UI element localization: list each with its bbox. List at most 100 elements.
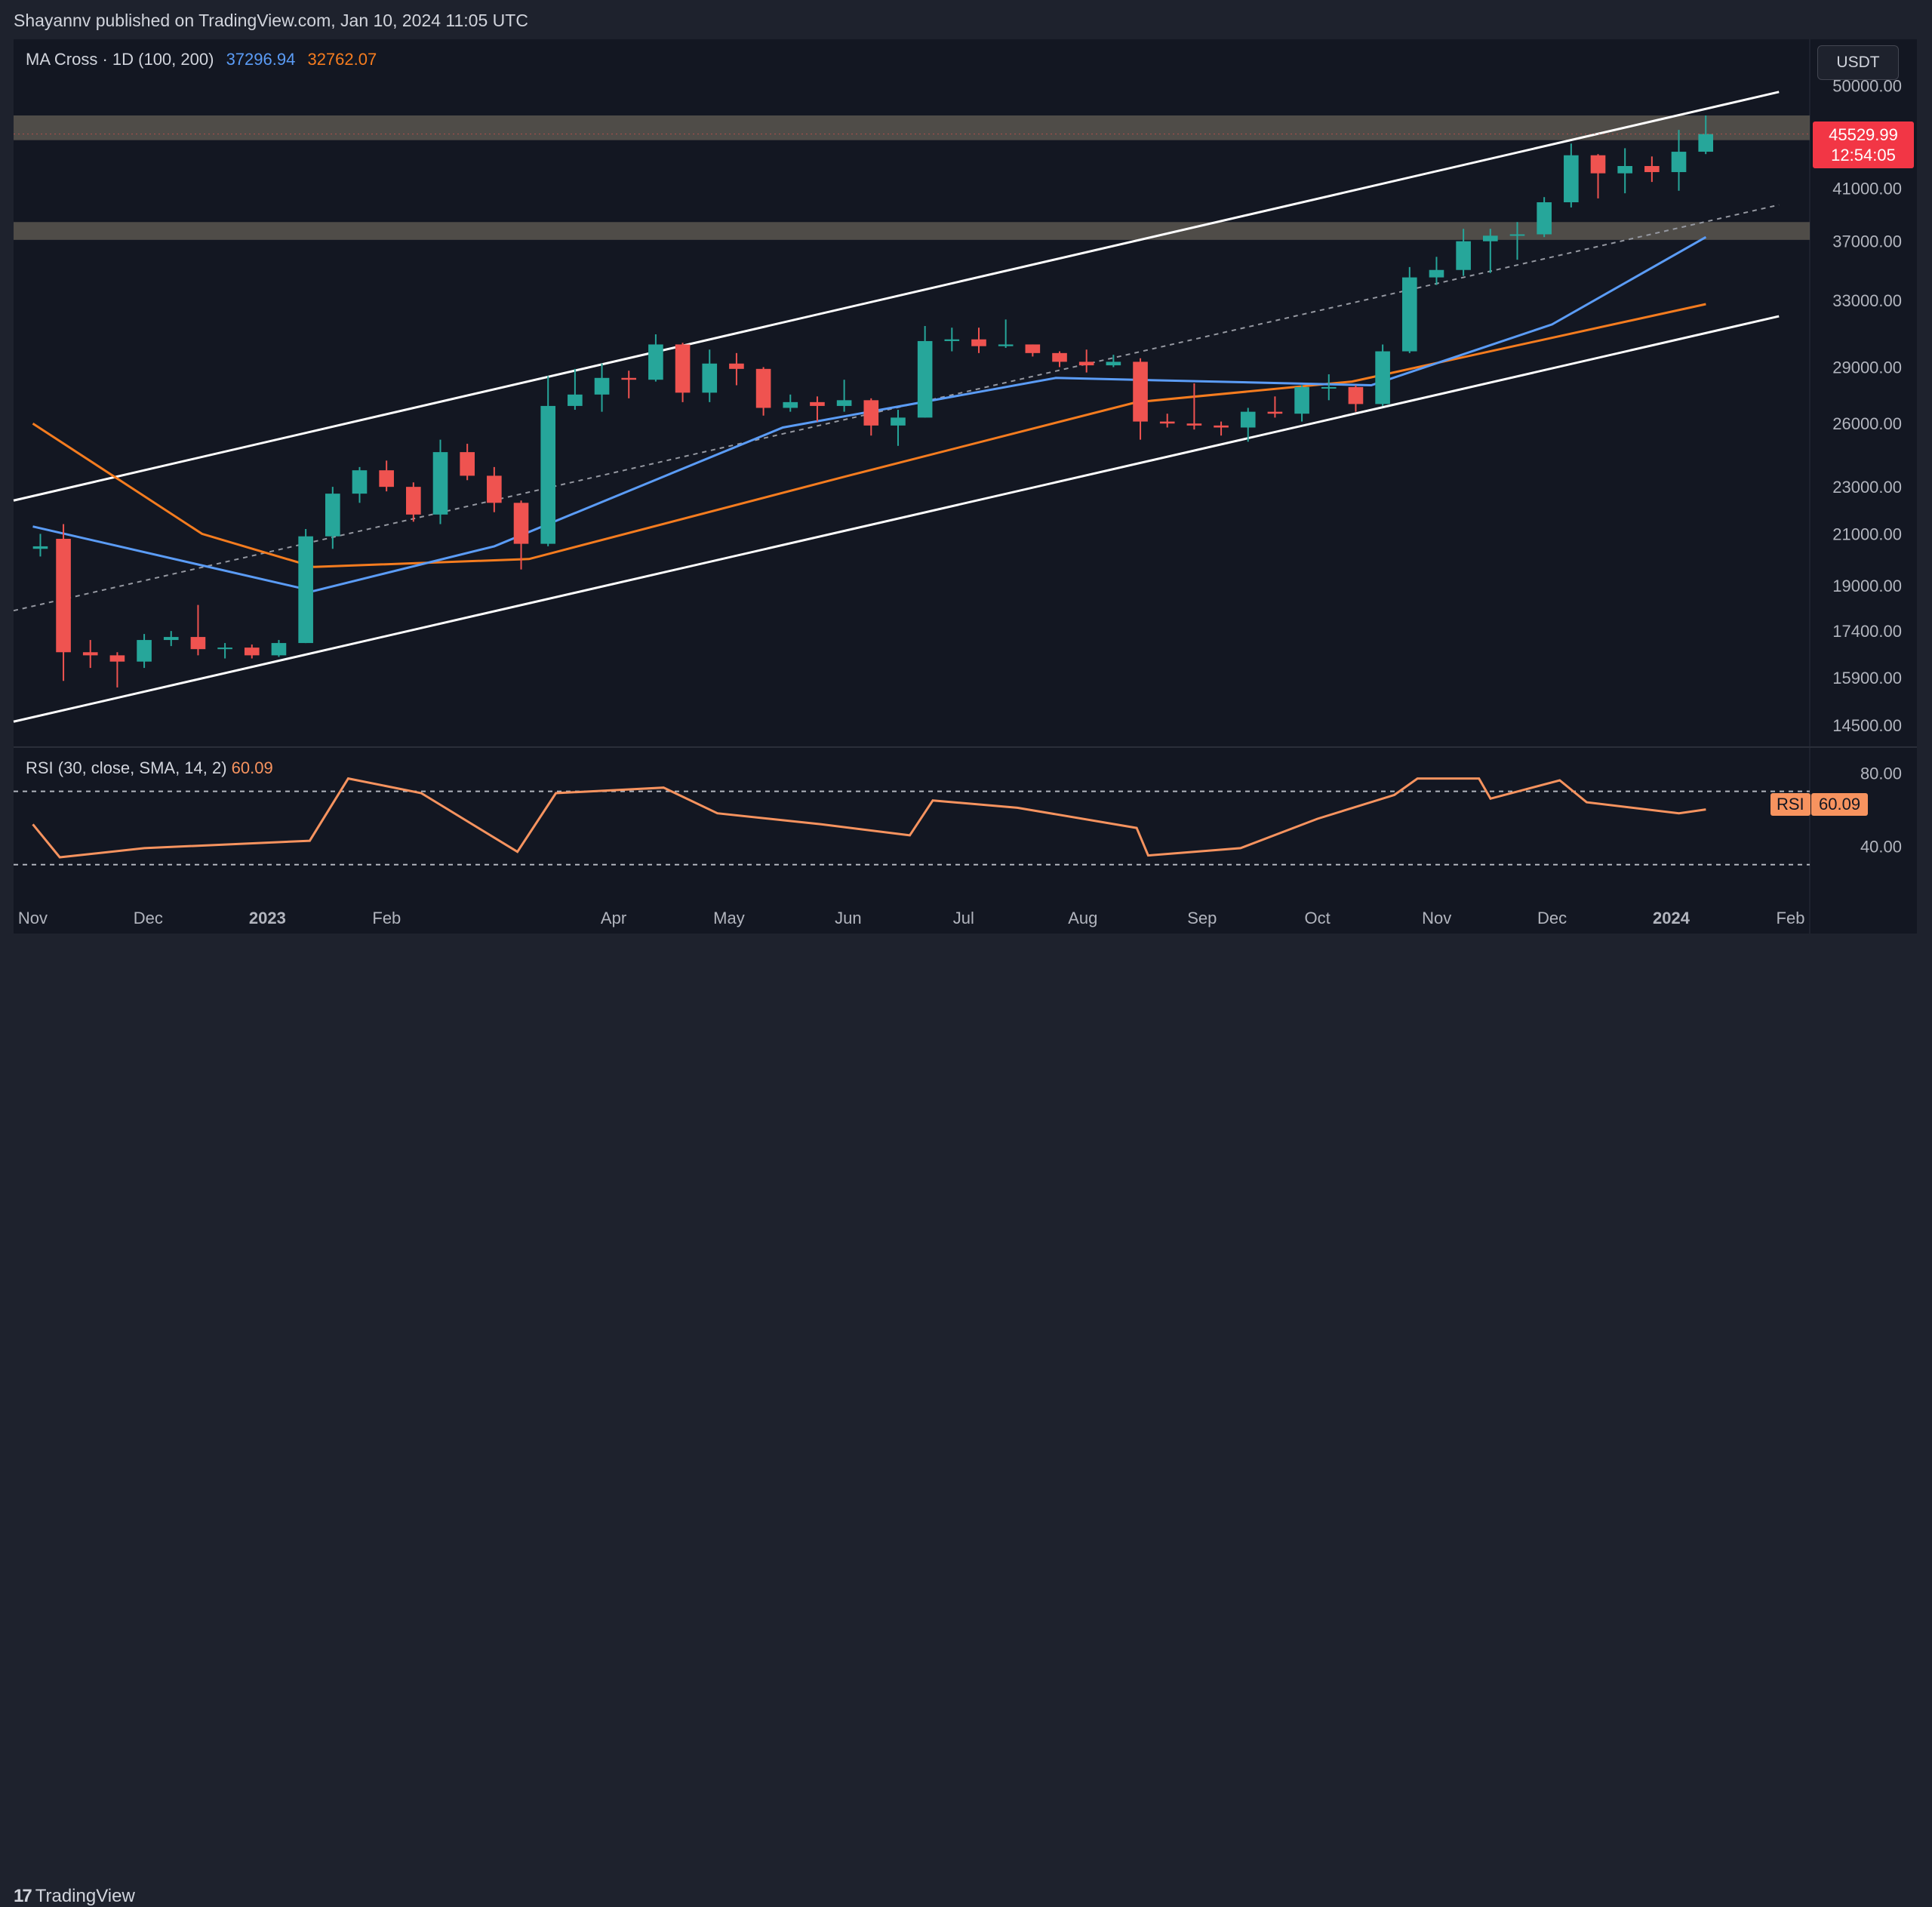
candle-body (1106, 361, 1121, 366)
candle-body (1078, 361, 1094, 366)
candle-body (1186, 423, 1202, 426)
candle-body (352, 470, 368, 494)
candle-body (1321, 386, 1337, 389)
candle-body (621, 377, 637, 380)
time-axis-label: 2024 (1653, 909, 1690, 927)
time-axis-label: Feb (372, 909, 401, 927)
candle-body (1537, 202, 1552, 235)
time-axis-label: 2023 (249, 909, 286, 927)
candle-body (513, 503, 529, 544)
tradingview-logo[interactable]: 17 TradingView (14, 1886, 135, 1907)
ma-cross-legend: MA Cross · 1D (100, 200) 37296.94 32762.… (26, 50, 384, 69)
rsi-legend: RSI (30, close, SMA, 14, 2) 60.09 (26, 758, 273, 778)
price-axis-label: 26000.00 (1832, 414, 1902, 433)
candle-body (917, 340, 933, 418)
candle-body (406, 487, 421, 515)
time-axis-label: Sep (1187, 909, 1217, 927)
candle-body (1456, 241, 1471, 270)
candle-body (137, 640, 152, 662)
time-axis-label: Nov (18, 909, 48, 927)
candle-body (1159, 421, 1175, 424)
candle-body (432, 452, 448, 515)
candle-body (891, 417, 906, 426)
price-axis-label: 14500.00 (1832, 716, 1902, 735)
price-axis-label: 33000.00 (1832, 291, 1902, 310)
chart-pane[interactable] (14, 39, 1917, 934)
last-price-tag: 45529.99 12:54:05 (1813, 121, 1914, 168)
time-axis-label: Nov (1422, 909, 1451, 927)
price-chart-svg[interactable]: 50000.0045000.0041000.0037000.0033000.00… (0, 0, 1932, 986)
candle-countdown: 12:54:05 (1831, 146, 1896, 165)
candle-body (325, 494, 340, 537)
candle-body (944, 339, 960, 341)
ma200-value: 32762.07 (307, 50, 377, 69)
time-axis-label: Aug (1068, 909, 1097, 927)
time-axis-label: Jun (835, 909, 861, 927)
candle-body (783, 401, 798, 408)
candle-body (1429, 269, 1444, 278)
candle-body (460, 452, 475, 476)
candle-body (109, 655, 125, 662)
channel-upper-line (13, 91, 1780, 502)
candle-body (971, 339, 986, 346)
ma100-value: 37296.94 (226, 50, 296, 69)
time-axis-label: Oct (1305, 909, 1331, 927)
candle-body (1267, 411, 1283, 414)
tradingview-brand: TradingView (35, 1886, 135, 1906)
rsi-line (32, 777, 1706, 859)
price-axis-label: 41000.00 (1832, 179, 1902, 198)
channel-lower-line (13, 315, 1780, 723)
candle-body (32, 546, 48, 549)
price-axis-label: 17400.00 (1832, 622, 1902, 641)
candle-body (1564, 155, 1579, 203)
candle-body (1294, 386, 1309, 414)
rsi-title: RSI (30, close, SMA, 14, 2) (26, 758, 227, 777)
rsi-axis-label: 40.00 (1860, 837, 1902, 856)
publish-bar: Shayannv published on TradingView.com, J… (0, 0, 1932, 39)
candle-body (836, 400, 852, 406)
currency-button[interactable]: USDT (1817, 45, 1899, 80)
footer-bar: 17 TradingView (0, 934, 1932, 1906)
candle-body (1698, 134, 1714, 152)
ma200-line (32, 303, 1706, 568)
rsi-axis-label: 80.00 (1860, 764, 1902, 783)
ma-cross-title: MA Cross · 1D (100, 200) (26, 50, 214, 69)
candle-body (729, 363, 744, 369)
candle-body (1375, 351, 1390, 404)
candle-body (1240, 411, 1256, 428)
candle-body (702, 363, 718, 393)
candle-body (1348, 386, 1364, 404)
candle-body (163, 637, 179, 641)
candle-body (56, 538, 71, 653)
time-axis-label: Dec (1537, 909, 1567, 927)
rsi-tag-value: 60.09 (1811, 793, 1869, 816)
rsi-tag-name: RSI (1770, 793, 1810, 816)
candle-body (755, 368, 771, 408)
tradingview-logo-icon: 17 (14, 1886, 32, 1906)
resistance-zone-1 (14, 222, 1810, 240)
candle-body (568, 394, 583, 406)
candle-body (1214, 425, 1229, 428)
candle-body (1671, 152, 1687, 173)
candle-body (998, 344, 1014, 346)
candle-body (1482, 235, 1498, 241)
last-price-value: 45529.99 (1829, 125, 1898, 144)
resistance-zone-0 (14, 115, 1810, 140)
candle-body (648, 344, 663, 380)
candle-body (540, 405, 556, 544)
time-axis-label: Jul (953, 909, 974, 927)
price-axis-label: 21000.00 (1832, 524, 1902, 543)
rsi-legend-value: 60.09 (231, 758, 273, 777)
candle-body (244, 647, 260, 656)
candle-body (1617, 165, 1632, 174)
candle-body (1025, 344, 1041, 353)
candle-body (675, 344, 691, 393)
candle-body (810, 401, 825, 406)
candle-body (190, 637, 206, 650)
price-axis-label: 37000.00 (1832, 232, 1902, 251)
candle-body (82, 652, 98, 656)
candle-body (298, 536, 313, 644)
price-axis-label: 15900.00 (1832, 669, 1902, 687)
candle-body (1401, 277, 1417, 352)
publish-attribution: Shayannv published on TradingView.com, J… (14, 11, 528, 30)
